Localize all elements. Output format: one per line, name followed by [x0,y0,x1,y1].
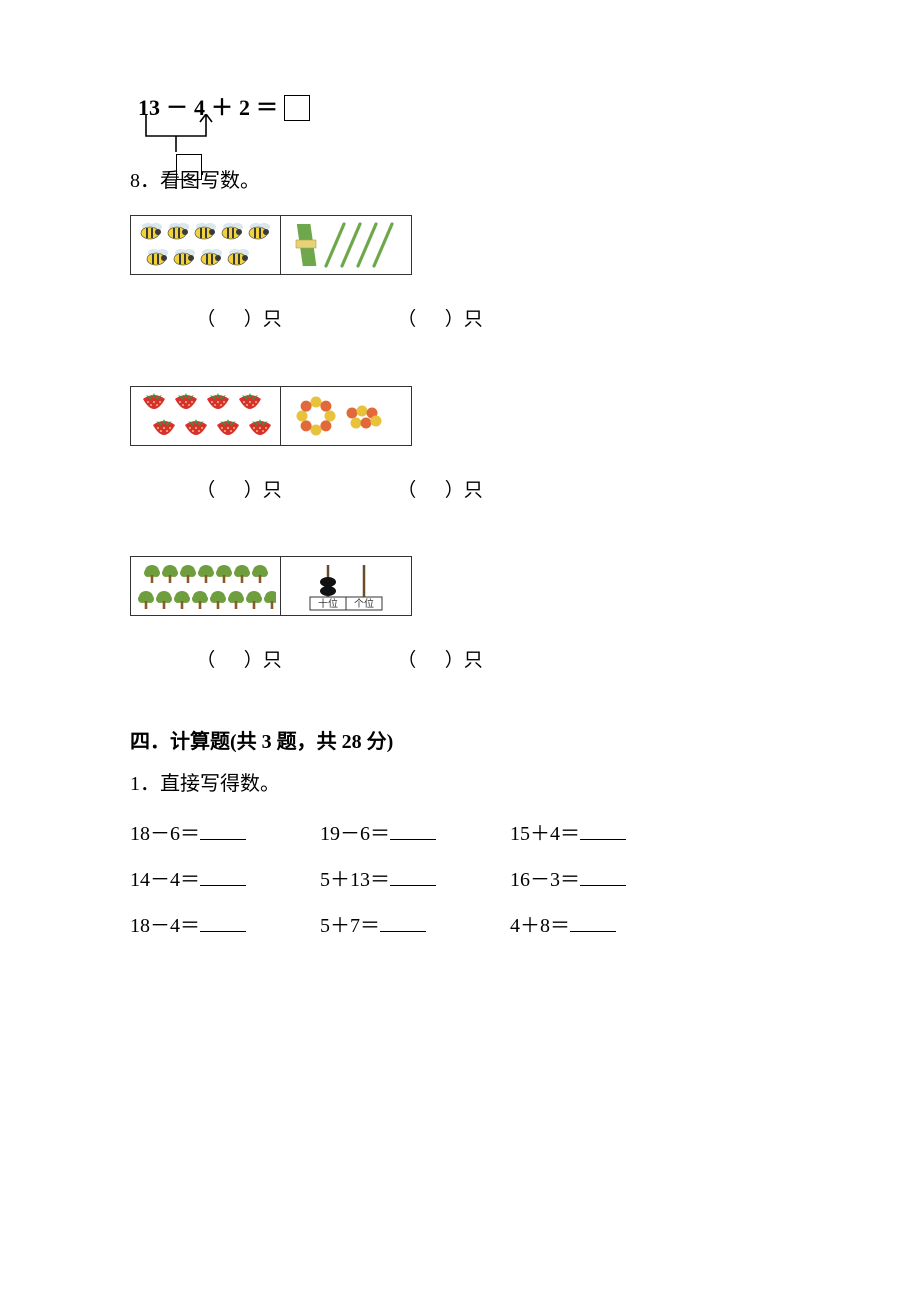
q8-row1-captions: （ ）只 （ ）只 [130,305,800,335]
calc1-prompt: 1．直接写得数。 [130,768,800,800]
abacus-count-blank[interactable]: （ ）只 [370,646,510,676]
q8-row2-captions: （ ）只 （ ）只 [130,476,800,506]
candies-count-blank[interactable]: （ ）只 [370,476,510,506]
q8-row2 [130,386,412,446]
strawberries-count-blank[interactable]: （ ）只 [154,476,324,506]
candies-icon [286,389,406,443]
calc-blank[interactable] [200,819,246,840]
expr-n3: 2 [239,90,250,125]
bees-icon [136,218,276,272]
calc-blank[interactable] [380,911,426,932]
step-bracket-icon [144,114,234,154]
calc-item[interactable]: 4＋8＝ [510,910,700,942]
q8-row3: 十位 个位 [130,556,412,616]
calc-item[interactable]: 15＋4＝ [510,818,700,850]
strawberries-cell [131,387,281,445]
bees-cell [131,216,281,274]
trees-icon [136,559,276,613]
calc-blank[interactable] [390,865,436,886]
sticks-icon [286,218,406,272]
calc-item[interactable]: 14－4＝ [130,864,320,896]
calc-item[interactable]: 19－6＝ [320,818,510,850]
expr-eq: ＝ [256,90,278,125]
q8-row1 [130,215,412,275]
calc-blank[interactable] [570,911,616,932]
calc-blank[interactable] [200,865,246,886]
calc-blank[interactable] [580,819,626,840]
calc-item[interactable]: 18－4＝ [130,910,320,942]
calc-blank[interactable] [200,911,246,932]
calc-item[interactable]: 5＋13＝ [320,864,510,896]
calc-item[interactable]: 18－6＝ [130,818,320,850]
q8-row3-captions: （ ）只 （ ）只 [130,646,800,676]
candies-cell [281,387,411,445]
section-4-heading: 四．计算题(共 3 题，共 28 分) [130,726,800,758]
question-7-expression: 13 － 4 ＋ 2 ＝ [138,90,800,125]
sticks-count-blank[interactable]: （ ）只 [370,305,510,335]
answer-box-intermediate[interactable] [176,154,202,180]
trees-cell [131,557,281,615]
sticks-cell [281,216,411,274]
expression-line: 13 － 4 ＋ 2 ＝ [138,90,800,125]
calc-blank[interactable] [390,819,436,840]
svg-text:个位: 个位 [354,597,374,610]
calc-item[interactable]: 5＋7＝ [320,910,510,942]
calc1-grid: 18－6＝19－6＝15＋4＝ 14－4＝5＋13＝16－3＝ 18－4＝5＋7＝4… [130,818,800,942]
question-8-prompt: 8．看图写数。 [130,165,800,197]
abacus-icon: 十位 个位 [286,559,406,613]
abacus-cell: 十位 个位 [281,557,411,615]
svg-text:十位: 十位 [318,597,338,610]
calc-blank[interactable] [580,865,626,886]
bees-count-blank[interactable]: （ ）只 [154,305,324,335]
calc-item[interactable]: 16－3＝ [510,864,700,896]
trees-count-blank[interactable]: （ ）只 [154,646,324,676]
answer-box-final[interactable] [284,95,310,121]
strawberries-icon [136,389,276,443]
